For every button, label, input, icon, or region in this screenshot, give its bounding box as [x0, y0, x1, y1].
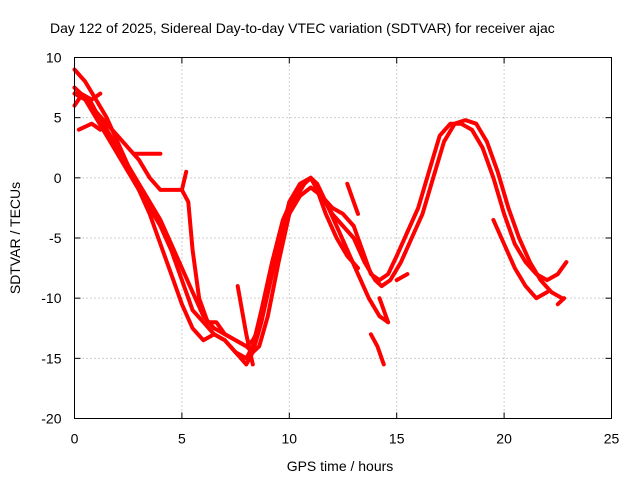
series-track-15 [555, 296, 567, 307]
series-track-11 [368, 332, 386, 367]
x-tick-label: 15 [389, 431, 405, 447]
x-tick-label: 0 [71, 431, 79, 447]
series-track-14 [491, 217, 550, 301]
series-track-4 [72, 91, 565, 349]
series-track-10 [345, 181, 360, 216]
y-tick-label: -15 [41, 350, 61, 366]
series-track-3 [72, 94, 569, 355]
data-series [72, 67, 569, 367]
x-tick-label: 5 [178, 431, 186, 447]
x-tick-label: 10 [282, 431, 298, 447]
y-tick-label: 5 [54, 110, 62, 126]
y-tick-label: -5 [49, 230, 62, 246]
series-track-5 [72, 85, 103, 102]
x-tick-label: 25 [604, 431, 620, 447]
series-track-9 [235, 284, 255, 367]
y-axis-label: SDTVAR / TECUs [7, 182, 23, 294]
series-track-12 [377, 296, 391, 325]
y-tick-label: -10 [41, 290, 61, 306]
y-tick-label: 0 [54, 170, 62, 186]
x-axis-label: GPS time / hours [287, 458, 394, 474]
series-track-13 [394, 272, 410, 283]
y-tick-label: 10 [46, 50, 62, 66]
x-tick-label: 20 [496, 431, 512, 447]
axis-ticks: 0 5 10 15 20 25 10 5 0 -5 -10 -15 -20 [41, 50, 619, 447]
series-track-8 [179, 169, 189, 192]
y-tick-label: -20 [41, 411, 61, 427]
chart-title: Day 122 of 2025, Sidereal Day-to-day VTE… [50, 20, 555, 36]
series-track-6 [76, 121, 103, 132]
